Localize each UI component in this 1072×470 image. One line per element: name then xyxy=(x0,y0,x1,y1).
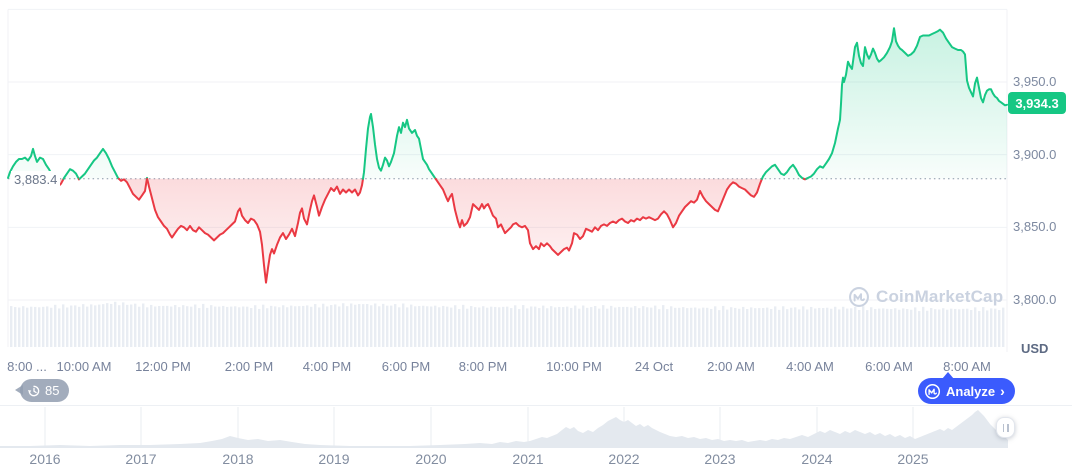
minimap-year-label[interactable]: 2017 xyxy=(125,451,157,467)
coinmarketcap-logo-icon xyxy=(849,287,869,307)
current-price-badge: 3,934.3 xyxy=(1008,92,1066,114)
x-axis-tick-label: 8:00 ... xyxy=(7,359,47,374)
coinmarketcap-logo-icon xyxy=(924,383,941,399)
y-axis-tick-label: 3,800.0 xyxy=(1013,292,1057,307)
minimap-year-label[interactable]: 2019 xyxy=(318,451,350,467)
x-axis-tick-label: 8:00 PM xyxy=(458,359,508,374)
chevron-right-icon: › xyxy=(1000,383,1005,399)
minimap-year-label[interactable]: 2020 xyxy=(415,451,447,467)
x-axis-tick-label: 2:00 PM xyxy=(224,359,274,374)
analyze-button[interactable]: Analyze › xyxy=(918,372,1015,404)
currency-unit-label: USD xyxy=(1021,341,1049,356)
module-divider xyxy=(0,405,1072,406)
minimap-year-label[interactable]: 2023 xyxy=(704,451,736,467)
y-axis-tick-label: 3,900.0 xyxy=(1013,146,1057,162)
minimap-year-label[interactable]: 2022 xyxy=(608,451,640,467)
minimap-year-label[interactable]: 2018 xyxy=(222,451,254,467)
minimap-year-label[interactable]: 2025 xyxy=(897,451,929,467)
analyze-button-label: Analyze xyxy=(946,383,996,399)
analyze-button-tail xyxy=(942,372,954,379)
watermark-text: CoinMarketCap xyxy=(876,287,1004,306)
minimap-year-label[interactable]: 2016 xyxy=(29,451,61,467)
minimap-year-label[interactable]: 2024 xyxy=(801,451,833,467)
baseline-price-label: 3,883.4 xyxy=(11,171,61,188)
x-axis-tick-label: 12:00 PM xyxy=(135,359,191,374)
scrubber-drag-handle[interactable] xyxy=(996,417,1015,438)
handle-grip xyxy=(1007,423,1009,432)
timeline-scrubber[interactable]: 2016 2017 2018 2019 2020 2021 2022 2023 2024 2025 xyxy=(0,406,1072,470)
x-axis-tick-label: 6:00 AM xyxy=(865,359,913,374)
history-clock-icon xyxy=(27,385,40,396)
history-count: 85 xyxy=(45,383,60,398)
history-count-badge[interactable]: 85 xyxy=(14,379,70,402)
handle-grip xyxy=(1002,423,1004,432)
x-axis-tick-label: 4:00 PM xyxy=(302,359,352,374)
y-axis-tick-label: 3,850.0 xyxy=(1013,219,1057,235)
price-chart-canvas[interactable] xyxy=(0,0,1072,405)
y-axis-tick-label: 3,950.0 xyxy=(1013,74,1057,89)
x-axis-tick-label: 10:00 PM xyxy=(546,359,602,374)
x-axis-tick-label: 2:00 AM xyxy=(707,359,755,374)
x-axis-tick-label: 10:00 AM xyxy=(56,359,112,374)
watermark: CoinMarketCap xyxy=(848,286,1003,308)
minimap-canvas xyxy=(0,407,1008,448)
x-axis-tick-label: 8:00 AM xyxy=(943,359,991,374)
x-axis-tick-label: 4:00 AM xyxy=(786,359,834,374)
x-axis-tick-label: 24 Oct xyxy=(634,359,674,374)
minimap-year-label[interactable]: 2021 xyxy=(512,451,544,467)
x-axis-tick-label: 6:00 PM xyxy=(381,359,431,374)
